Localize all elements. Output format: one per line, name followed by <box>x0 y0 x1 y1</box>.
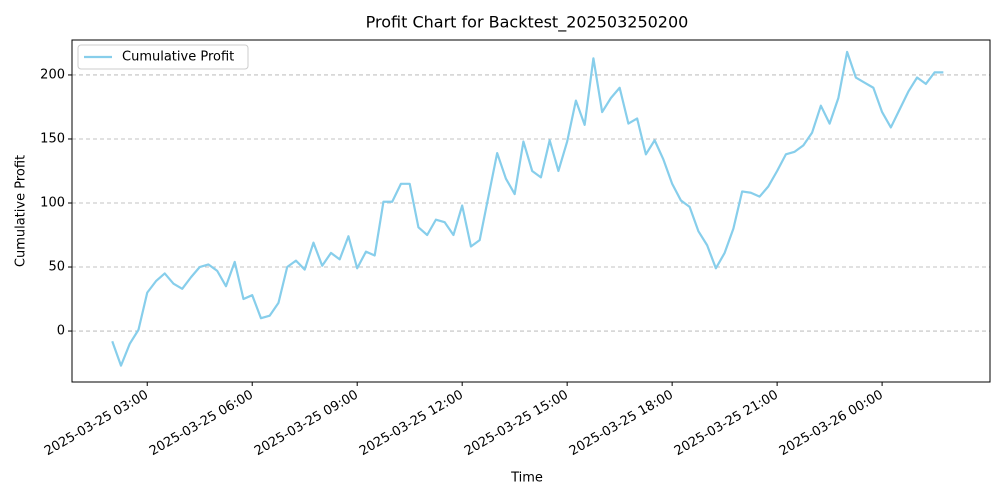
y-tick-label: 150 <box>40 131 65 146</box>
x-tick-label: 2025-03-25 18:00 <box>567 388 676 460</box>
x-tick-label: 2025-03-26 00:00 <box>777 388 886 460</box>
y-tick-label: 0 <box>57 324 65 339</box>
chart-title: Profit Chart for Backtest_202503250200 <box>366 13 689 33</box>
y-tick-label: 200 <box>40 67 65 82</box>
x-axis-label: Time <box>510 471 543 486</box>
legend-box <box>77 44 249 70</box>
data-line <box>111 50 944 367</box>
plot-frame <box>71 39 991 383</box>
x-tick-label: 2025-03-25 09:00 <box>252 388 361 460</box>
legend: Cumulative Profit <box>77 44 249 70</box>
x-tick-label: 2025-03-25 06:00 <box>147 388 256 460</box>
legend-label: Cumulative Profit <box>122 50 234 65</box>
y-axis-label: Cumulative Profit <box>14 155 29 267</box>
x-tick-label: 2025-03-25 12:00 <box>357 388 466 460</box>
x-tick-label: 2025-03-25 03:00 <box>42 388 151 460</box>
x-tick-label: 2025-03-25 15:00 <box>462 388 571 460</box>
y-tick-label: 50 <box>48 260 65 275</box>
x-tick-label: 2025-03-25 21:00 <box>672 388 781 460</box>
y-tick-label: 100 <box>40 195 65 210</box>
